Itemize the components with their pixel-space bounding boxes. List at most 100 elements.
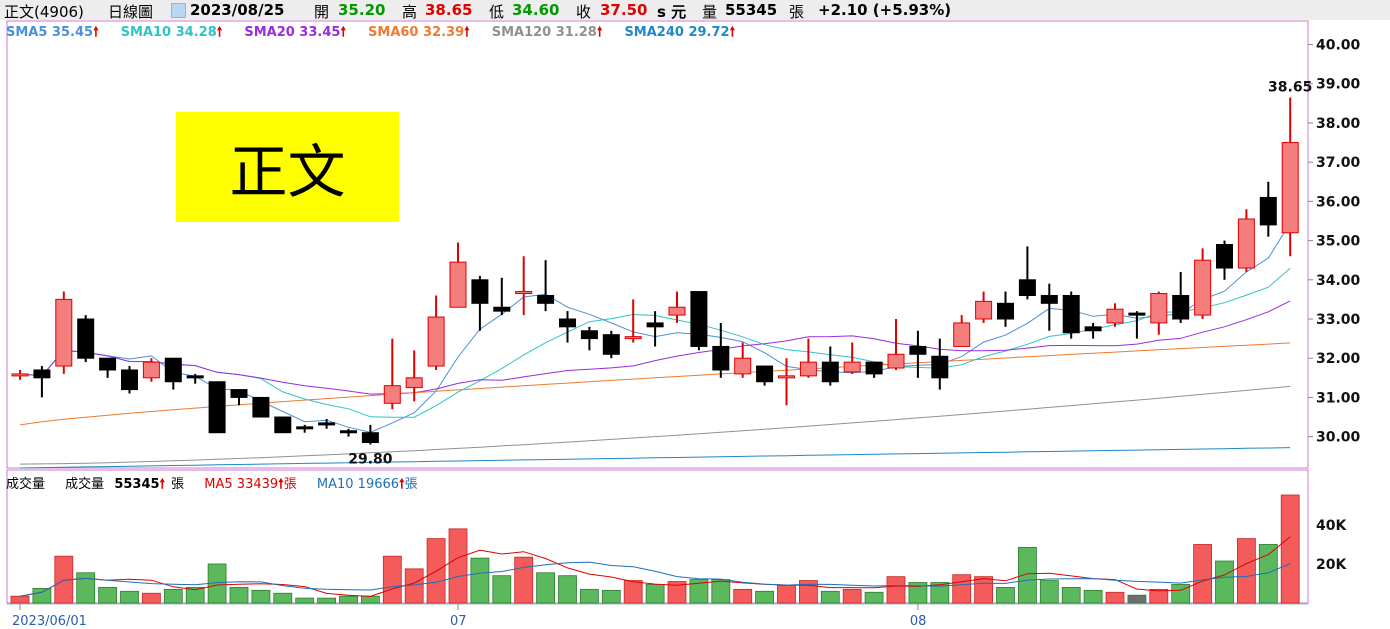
candle (931, 338, 949, 390)
volume-bar (185, 586, 205, 604)
volume-bar (1149, 588, 1169, 604)
volume-bar (996, 586, 1015, 604)
candle-body (712, 345, 730, 371)
candle-body (11, 373, 29, 377)
volume-bar (492, 575, 512, 604)
y-tick-label: 38.00 (1316, 116, 1361, 132)
candle (515, 256, 533, 316)
candle-body (1194, 259, 1212, 316)
calendar-icon[interactable] (171, 3, 186, 18)
volume-bar (864, 591, 884, 604)
sma-legend-item: SMA10 34.28🠕 (120, 25, 223, 40)
candle-body (1259, 196, 1277, 226)
candle (668, 291, 686, 323)
volume-bar (1258, 544, 1278, 604)
up-arrow-icon: 🠕 (159, 477, 166, 492)
volume-panel-title: 成交量 (6, 477, 46, 492)
candle (383, 338, 401, 410)
volume-bar (667, 581, 687, 604)
up-arrow-icon: 🠕 (216, 25, 223, 40)
volume-bar (163, 588, 183, 604)
stock-name-stamp: 正文 (176, 112, 399, 222)
candle-body (1084, 326, 1102, 332)
candle (1172, 271, 1190, 323)
candle (778, 358, 795, 406)
candle (1216, 240, 1233, 280)
volume-bar (601, 589, 621, 604)
y-tick-label: 36.00 (1316, 194, 1361, 210)
candle-body (383, 385, 401, 404)
candle-body (975, 300, 993, 320)
candle (1150, 291, 1168, 335)
volume-ma10: MA10 19666🠕張 (316, 477, 418, 492)
candle-body (99, 357, 117, 371)
sma120-line (19, 385, 1291, 465)
volume-bar (820, 590, 840, 604)
candle-body (865, 361, 883, 375)
candle (208, 381, 226, 434)
volume-bar (120, 590, 139, 604)
up-arrow-icon: 🠕 (278, 477, 284, 492)
candle (361, 424, 379, 445)
stock-name[interactable]: 正文(4906) (4, 3, 84, 21)
candle (1281, 97, 1299, 257)
candle (186, 373, 204, 384)
candle-body (1018, 279, 1036, 296)
up-arrow-icon: 🠕 (340, 25, 347, 40)
volume-bar (141, 592, 161, 604)
candle-body (493, 306, 511, 312)
volume-bar (908, 582, 928, 604)
x-tick-label: 2023/06/01 (12, 614, 87, 629)
y-tick-label: 31.00 (1316, 390, 1361, 406)
volume-bar (295, 597, 315, 604)
period-label[interactable]: 日線圖 (108, 3, 154, 21)
volume-bar (755, 590, 774, 604)
candle (1106, 303, 1124, 327)
x-tick-label: 07 (450, 614, 467, 629)
volume-label: 量 (702, 3, 718, 21)
candle-body (361, 432, 379, 444)
volume-bar (229, 586, 249, 604)
candle-body (1062, 294, 1080, 334)
close-value: 37.50 (600, 1, 648, 19)
up-arrow-icon: 🠕 (729, 25, 736, 40)
candle (471, 275, 489, 331)
candle-body (142, 361, 160, 379)
candle-body (318, 422, 336, 426)
candle (909, 330, 927, 378)
y-tick-label: 39.00 (1316, 77, 1361, 93)
candle-body (55, 298, 73, 367)
candle-body (997, 302, 1014, 320)
volume-bar (733, 588, 753, 604)
volume-bar (76, 572, 96, 604)
candle (756, 365, 774, 386)
candle (449, 242, 467, 308)
candle (843, 342, 861, 374)
candle (427, 295, 445, 370)
volume-bar (1193, 544, 1212, 604)
candle (975, 291, 993, 323)
candle (997, 291, 1014, 327)
volume-bar (536, 572, 555, 604)
volume-bar (1171, 584, 1191, 604)
volume-ma5-line (19, 536, 1291, 597)
candle (537, 260, 555, 312)
y-tick-label: 32.00 (1316, 351, 1361, 367)
volume-bar (1127, 594, 1147, 604)
volume-legend-unit: 張 (171, 477, 185, 492)
sma-legend-item: SMA20 33.45🠕 (244, 25, 347, 40)
candle (1128, 311, 1146, 339)
volume-unit: 張 (789, 3, 805, 21)
candle-body (690, 291, 708, 347)
quote-date: 2023/08/25 (190, 1, 285, 19)
y-tick-label: 35.00 (1316, 234, 1361, 250)
volume-legend: 成交量 成交量 55345🠕 張 MA5 33439🠕張 MA10 19666🠕張 (6, 473, 424, 497)
volume-bar (339, 595, 358, 604)
high-label: 高 (402, 3, 418, 21)
candle (274, 416, 292, 434)
candle-body (274, 416, 292, 434)
price-annotation: 38.65 (1268, 79, 1312, 95)
volume-bar (1237, 538, 1256, 604)
candle (1062, 291, 1080, 339)
